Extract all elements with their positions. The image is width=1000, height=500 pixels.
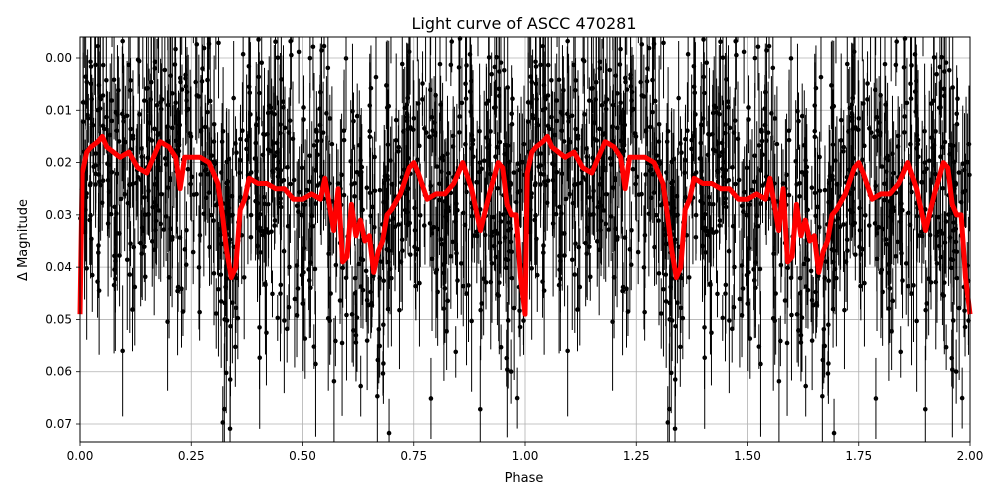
y-tick-label: 0.06 [45, 365, 72, 379]
y-axis-ticks: 0.00 0.01 0.02 0.03 0.04 0.05 0.06 0.07 [45, 51, 80, 431]
y-tick-label: 0.04 [45, 260, 72, 274]
x-tick-label: 0.00 [67, 449, 94, 463]
x-tick-label: 0.75 [400, 449, 427, 463]
x-tick-label: 1.75 [845, 449, 872, 463]
x-axis-ticks: 0.00 0.25 0.50 0.75 1.00 1.25 1.50 1.75 2.00 [67, 442, 984, 463]
y-tick-label: 0.03 [45, 208, 72, 222]
x-tick-label: 1.25 [623, 449, 650, 463]
x-tick-label: 0.25 [178, 449, 205, 463]
x-axis-label: Phase [505, 471, 544, 486]
y-tick-label: 0.02 [45, 156, 72, 170]
x-tick-label: 1.50 [734, 449, 761, 463]
x-tick-label: 2.00 [957, 449, 984, 463]
x-tick-label: 1.00 [512, 449, 539, 463]
y-tick-label: 0.05 [45, 312, 72, 326]
x-tick-label: 0.50 [289, 449, 316, 463]
smoothed-curve [77, 133, 973, 317]
y-tick-label: 0.01 [45, 103, 72, 117]
chart-title: Light curve of ASCC 470281 [411, 14, 636, 33]
y-tick-label: 0.07 [45, 417, 72, 431]
y-tick-label: 0.00 [45, 51, 72, 65]
y-axis-label: Δ Magnitude [16, 199, 31, 281]
